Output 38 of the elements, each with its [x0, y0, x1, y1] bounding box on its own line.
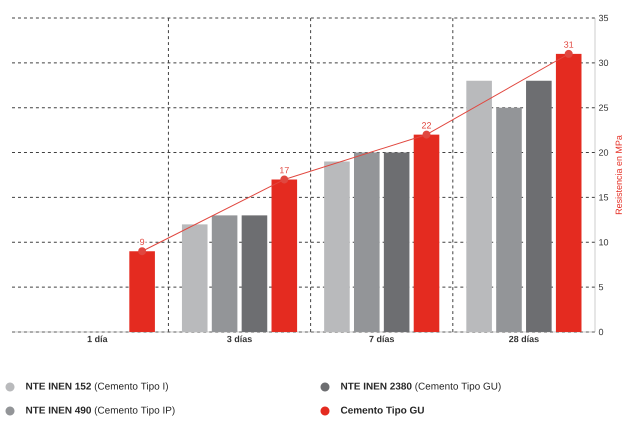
y-tick-label: 25: [598, 104, 608, 111]
bar: [466, 80, 492, 332]
y-tick-label: 15: [599, 194, 608, 201]
bar: [129, 251, 155, 332]
point: [564, 50, 573, 58]
bar: [354, 152, 380, 332]
data-label: 31: [564, 41, 574, 48]
legend-label: NTE INEN 2380 (Cemento Tipo GU): [341, 382, 501, 392]
bar: [182, 224, 208, 332]
y-tick-label: 30: [598, 60, 608, 66]
bar: [212, 215, 238, 332]
data-label: 22: [422, 122, 432, 128]
y-tick-label: 0: [598, 328, 604, 336]
bar: [384, 152, 410, 332]
data-label: 9: [140, 238, 144, 246]
bar: [242, 215, 268, 332]
y-axis-title: Resistencia en MPa: [615, 135, 622, 214]
bar: [272, 179, 298, 332]
legend-label: NTE INEN 152 (Cemento Tipo I): [26, 382, 168, 392]
bar: [526, 80, 552, 332]
y-tick-label: 35: [598, 14, 608, 22]
point: [280, 175, 288, 184]
x-tick-label: 1 día: [88, 336, 108, 342]
legend-label: NTE INEN 490 (Cemento Tipo IP): [26, 406, 175, 416]
bar: [496, 108, 522, 332]
bar: [414, 134, 440, 332]
bar: [556, 54, 582, 332]
y-tick-label: 20: [598, 149, 608, 156]
bar: [324, 162, 350, 332]
data-label: 17: [280, 167, 289, 174]
point: [422, 130, 430, 139]
x-tick-label: 3 días: [227, 336, 252, 342]
x-tick-label: 28 días: [509, 336, 539, 342]
legend-label: Cemento Tipo GU: [340, 406, 424, 416]
point: [138, 247, 146, 256]
x-tick-label: 7 días: [369, 336, 394, 342]
y-tick-label: 5: [598, 284, 604, 290]
y-tick-label: 10: [599, 239, 608, 246]
